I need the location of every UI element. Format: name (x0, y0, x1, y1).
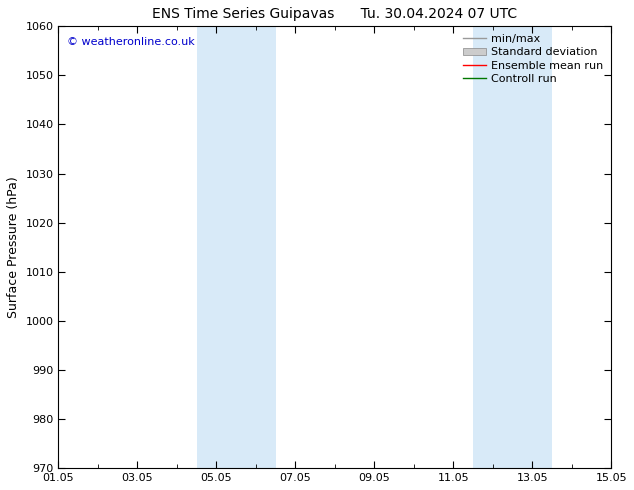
Legend: min/max, Standard deviation, Ensemble mean run, Controll run: min/max, Standard deviation, Ensemble me… (459, 29, 608, 89)
Text: © weatheronline.co.uk: © weatheronline.co.uk (67, 37, 195, 48)
Bar (473, 26, 552, 468)
Title: ENS Time Series Guipavas      Tu. 30.04.2024 07 UTC: ENS Time Series Guipavas Tu. 30.04.2024 … (152, 7, 517, 21)
Bar (197, 26, 276, 468)
Y-axis label: Surface Pressure (hPa): Surface Pressure (hPa) (7, 176, 20, 318)
